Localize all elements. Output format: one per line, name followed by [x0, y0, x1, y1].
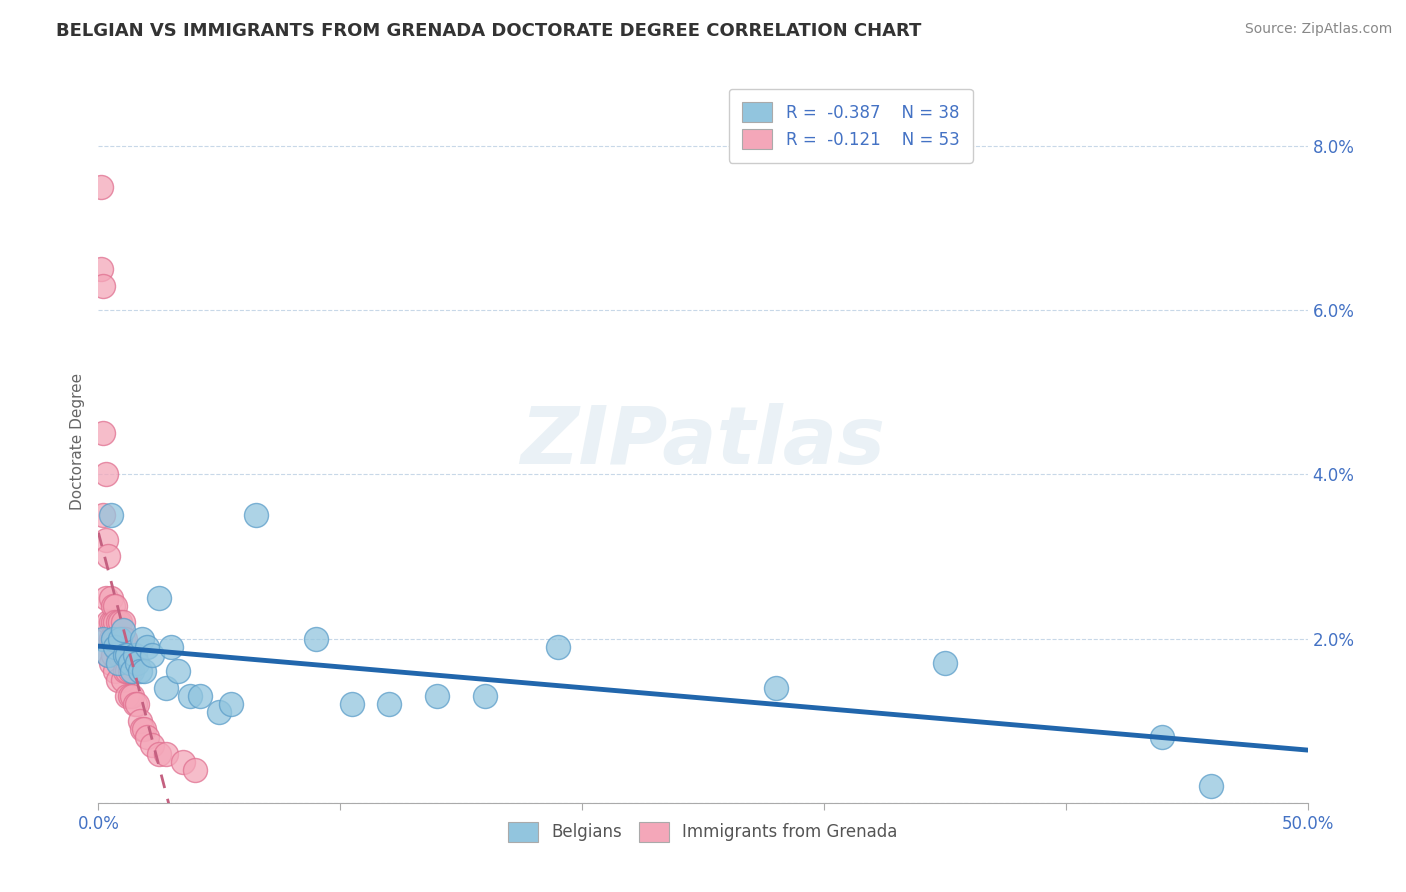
- Point: [141, 739, 163, 753]
- Point: [184, 763, 207, 777]
- Text: Source: ZipAtlas.com: Source: ZipAtlas.com: [1244, 22, 1392, 37]
- Point: [172, 755, 194, 769]
- Point: [107, 673, 129, 687]
- Point: [94, 591, 117, 605]
- Point: [101, 648, 124, 662]
- Point: [104, 599, 127, 613]
- Point: [108, 615, 131, 630]
- Point: [94, 467, 117, 482]
- Point: [104, 640, 127, 654]
- Point: [91, 278, 114, 293]
- Point: [118, 665, 141, 679]
- Point: [107, 615, 129, 630]
- Point: [118, 689, 141, 703]
- Point: [91, 508, 114, 523]
- Point: [104, 665, 127, 679]
- Point: [160, 640, 183, 654]
- Point: [148, 747, 170, 761]
- Text: BELGIAN VS IMMIGRANTS FROM GRENADA DOCTORATE DEGREE CORRELATION CHART: BELGIAN VS IMMIGRANTS FROM GRENADA DOCTO…: [56, 22, 921, 40]
- Point: [104, 615, 127, 630]
- Point: [148, 591, 170, 605]
- Point: [117, 648, 139, 662]
- Point: [179, 689, 201, 703]
- Point: [101, 615, 124, 630]
- Point: [135, 730, 157, 744]
- Point: [141, 648, 163, 662]
- Point: [101, 599, 124, 613]
- Point: [131, 632, 153, 646]
- Point: [107, 657, 129, 671]
- Point: [124, 648, 146, 662]
- Point: [121, 665, 143, 679]
- Text: ZIPatlas: ZIPatlas: [520, 402, 886, 481]
- Point: [100, 591, 122, 605]
- Point: [547, 640, 569, 654]
- Point: [474, 689, 496, 703]
- Point: [101, 632, 124, 646]
- Point: [90, 262, 112, 277]
- Point: [100, 508, 122, 523]
- Point: [114, 648, 136, 662]
- Point: [377, 698, 399, 712]
- Point: [155, 747, 177, 761]
- Point: [342, 698, 364, 712]
- Point: [934, 657, 956, 671]
- Point: [131, 722, 153, 736]
- Point: [124, 698, 146, 712]
- Point: [208, 706, 231, 720]
- Point: [111, 673, 134, 687]
- Point: [111, 632, 134, 646]
- Point: [97, 615, 120, 630]
- Point: [114, 632, 136, 646]
- Point: [101, 632, 124, 646]
- Y-axis label: Doctorate Degree: Doctorate Degree: [69, 373, 84, 510]
- Point: [305, 632, 328, 646]
- Point: [111, 615, 134, 630]
- Point: [111, 624, 134, 638]
- Point: [245, 508, 267, 523]
- Point: [100, 615, 122, 630]
- Point: [114, 665, 136, 679]
- Point: [97, 549, 120, 564]
- Point: [118, 657, 141, 671]
- Point: [765, 681, 787, 695]
- Point: [155, 681, 177, 695]
- Point: [108, 632, 131, 646]
- Point: [97, 648, 120, 662]
- Point: [107, 648, 129, 662]
- Point: [117, 648, 139, 662]
- Point: [108, 648, 131, 662]
- Point: [426, 689, 449, 703]
- Point: [1152, 730, 1174, 744]
- Point: [188, 689, 211, 703]
- Point: [91, 426, 114, 441]
- Point: [100, 657, 122, 671]
- Point: [117, 665, 139, 679]
- Point: [97, 648, 120, 662]
- Point: [94, 533, 117, 547]
- Point: [128, 714, 150, 728]
- Point: [127, 657, 149, 671]
- Point: [91, 632, 114, 646]
- Point: [107, 632, 129, 646]
- Point: [121, 689, 143, 703]
- Point: [134, 665, 156, 679]
- Point: [128, 665, 150, 679]
- Point: [167, 665, 190, 679]
- Point: [1199, 780, 1222, 794]
- Point: [135, 640, 157, 654]
- Point: [111, 648, 134, 662]
- Legend: Belgians, Immigrants from Grenada: Belgians, Immigrants from Grenada: [502, 815, 904, 848]
- Point: [100, 632, 122, 646]
- Point: [134, 722, 156, 736]
- Point: [90, 180, 112, 194]
- Point: [127, 698, 149, 712]
- Point: [117, 689, 139, 703]
- Point: [221, 698, 243, 712]
- Point: [94, 632, 117, 646]
- Point: [104, 632, 127, 646]
